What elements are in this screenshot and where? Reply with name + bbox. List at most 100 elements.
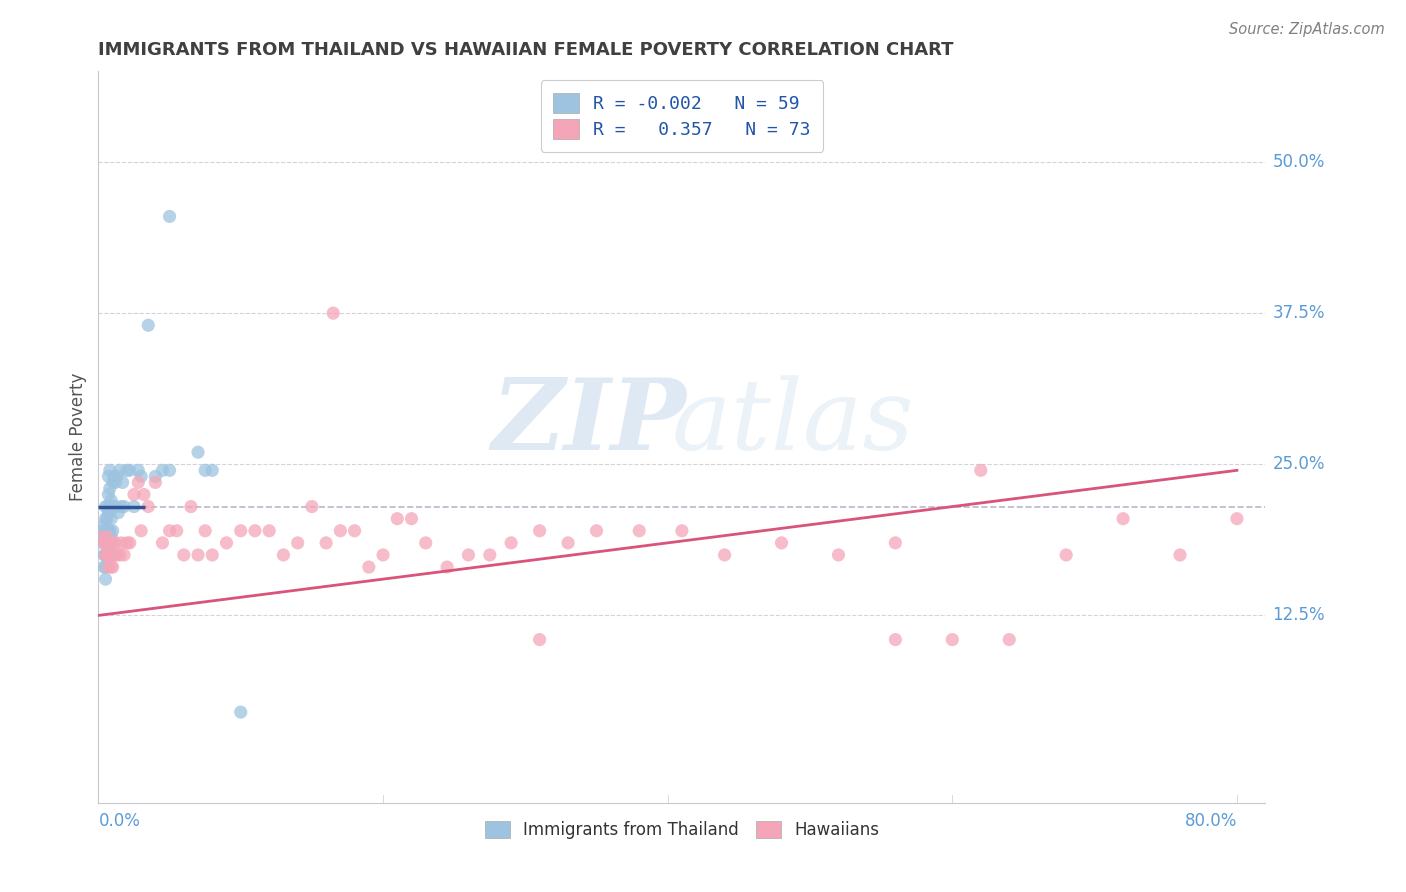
Point <box>110 500 132 514</box>
Point <box>273 548 295 562</box>
Point <box>501 536 523 550</box>
Point <box>194 524 217 538</box>
Point <box>115 536 138 550</box>
Point <box>108 548 131 562</box>
Point <box>98 524 121 538</box>
Point <box>101 560 124 574</box>
Point <box>201 548 224 562</box>
Point <box>671 524 693 538</box>
Point <box>93 530 115 544</box>
Point <box>101 475 124 490</box>
Point <box>713 548 735 562</box>
Point <box>101 500 124 514</box>
Text: 50.0%: 50.0% <box>1272 153 1324 171</box>
Point <box>97 536 120 550</box>
Point <box>93 560 115 574</box>
Point <box>143 469 166 483</box>
Point <box>187 548 209 562</box>
Point <box>998 632 1021 647</box>
Point <box>108 463 131 477</box>
Point <box>94 511 117 525</box>
Point <box>91 530 114 544</box>
Point <box>770 536 793 550</box>
Point <box>115 463 138 477</box>
Point <box>105 469 128 483</box>
Y-axis label: Female Poverty: Female Poverty <box>69 373 87 501</box>
Point <box>257 524 280 538</box>
Point <box>107 506 129 520</box>
Point <box>112 500 135 514</box>
Point <box>101 548 124 562</box>
Point <box>387 511 409 525</box>
Point <box>103 500 125 514</box>
Point <box>100 560 122 574</box>
Point <box>118 536 141 550</box>
Point <box>98 500 121 514</box>
Point <box>478 548 501 562</box>
Text: atlas: atlas <box>672 375 914 470</box>
Text: 12.5%: 12.5% <box>1272 607 1324 624</box>
Point <box>215 536 238 550</box>
Text: 25.0%: 25.0% <box>1272 455 1324 474</box>
Point <box>93 517 115 532</box>
Point <box>96 530 118 544</box>
Point <box>104 500 127 514</box>
Point <box>301 500 323 514</box>
Point <box>159 463 181 477</box>
Point <box>96 548 118 562</box>
Point <box>1112 511 1135 525</box>
Point <box>118 463 141 477</box>
Point <box>93 536 115 550</box>
Point <box>127 475 149 490</box>
Point <box>97 548 120 562</box>
Point <box>585 524 607 538</box>
Point <box>94 524 117 538</box>
Point <box>98 548 121 562</box>
Point <box>97 506 120 520</box>
Point <box>457 548 479 562</box>
Point <box>94 548 117 562</box>
Point <box>315 536 337 550</box>
Point <box>1168 548 1191 562</box>
Point <box>104 536 127 550</box>
Point <box>94 572 117 586</box>
Text: Source: ZipAtlas.com: Source: ZipAtlas.com <box>1229 22 1385 37</box>
Point <box>129 469 152 483</box>
Point <box>122 487 145 501</box>
Point <box>322 306 344 320</box>
Point <box>159 524 181 538</box>
Point <box>97 469 120 483</box>
Point <box>143 475 166 490</box>
Point <box>96 524 118 538</box>
Point <box>827 548 849 562</box>
Point <box>436 560 458 574</box>
Point <box>97 487 120 501</box>
Point <box>96 548 118 562</box>
Point <box>628 524 651 538</box>
Point <box>229 705 252 719</box>
Point <box>287 536 309 550</box>
Point <box>96 511 118 525</box>
Point <box>94 548 117 562</box>
Point <box>98 536 121 550</box>
Point <box>100 511 122 525</box>
Point <box>173 548 195 562</box>
Point <box>100 493 122 508</box>
Point <box>96 536 118 550</box>
Point <box>129 524 152 538</box>
Point <box>343 524 366 538</box>
Point <box>101 524 124 538</box>
Point <box>96 500 118 514</box>
Point <box>1054 548 1077 562</box>
Point <box>94 536 117 550</box>
Text: 0.0%: 0.0% <box>98 813 141 830</box>
Point <box>105 548 128 562</box>
Point <box>970 463 993 477</box>
Point <box>941 632 963 647</box>
Point <box>180 500 202 514</box>
Point <box>243 524 266 538</box>
Point <box>152 536 174 550</box>
Point <box>103 548 125 562</box>
Point <box>104 475 127 490</box>
Point <box>127 463 149 477</box>
